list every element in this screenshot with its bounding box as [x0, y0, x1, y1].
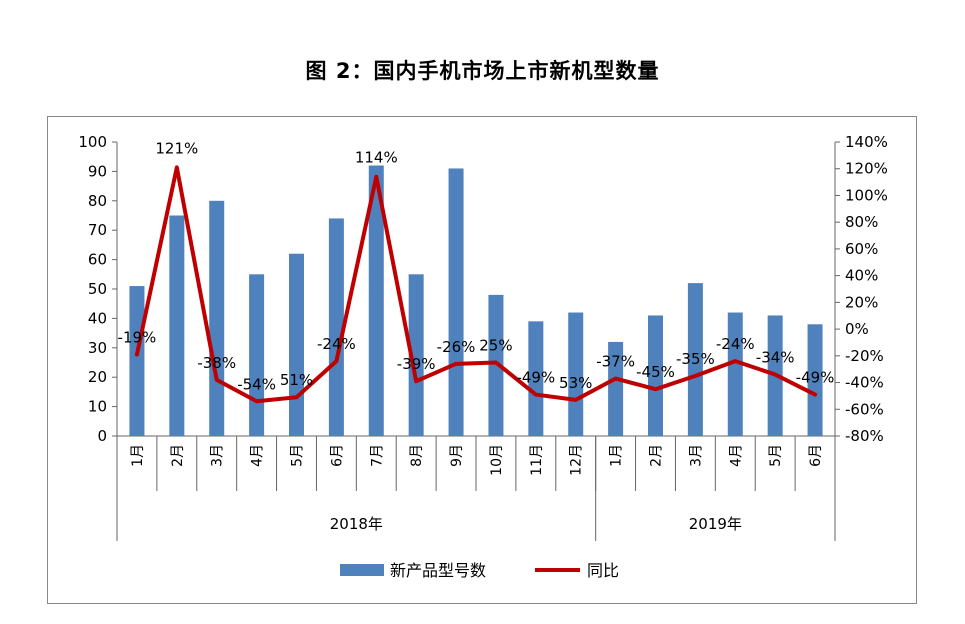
yoy-data-label: 51% — [280, 371, 313, 389]
yoy-data-label: 53% — [559, 374, 592, 392]
right-tick-label: 0% — [845, 320, 869, 338]
bar — [648, 315, 663, 436]
yoy-data-label: -26% — [437, 338, 476, 356]
left-tick-label: 70 — [88, 221, 107, 239]
month-label: 5月 — [290, 444, 306, 467]
yoy-data-label: -54% — [237, 375, 276, 393]
bar — [448, 168, 464, 436]
month-label: 10月 — [489, 444, 505, 476]
yoy-data-label: 25% — [479, 337, 512, 355]
month-label: 4月 — [728, 444, 744, 467]
bar — [488, 294, 504, 436]
month-label: 1月 — [130, 444, 146, 467]
yoy-data-label: -39% — [397, 355, 436, 373]
right-tick-label: 100% — [845, 186, 888, 204]
yoy-data-label: -38% — [197, 354, 236, 372]
yoy-data-label: -24% — [317, 335, 356, 353]
month-label: 8月 — [409, 444, 425, 467]
month-label: 6月 — [329, 444, 345, 467]
year-label: 2019年 — [689, 515, 742, 533]
bar — [209, 200, 225, 436]
bar — [687, 283, 703, 436]
left-tick-label: 60 — [88, 251, 107, 269]
month-label: 7月 — [369, 444, 385, 467]
bar — [568, 312, 584, 436]
bar — [169, 215, 185, 436]
left-tick-label: 40 — [88, 309, 107, 327]
month-label: 9月 — [449, 444, 465, 467]
month-label: 5月 — [768, 444, 784, 467]
yoy-data-label: 114% — [355, 149, 398, 167]
bar — [807, 324, 823, 436]
month-label: 3月 — [688, 444, 704, 467]
yoy-data-label: 121% — [155, 139, 198, 157]
left-tick-label: 20 — [88, 368, 107, 386]
month-label: 2月 — [170, 444, 186, 467]
yoy-data-label: -37% — [596, 353, 635, 371]
right-tick-label: 80% — [845, 213, 878, 231]
month-label: 3月 — [210, 444, 226, 467]
left-tick-label: 90 — [88, 162, 107, 180]
yoy-data-label: -49% — [796, 369, 835, 387]
right-tick-label: -20% — [845, 347, 884, 365]
bar — [608, 341, 624, 436]
right-tick-label: -40% — [845, 374, 884, 392]
yoy-data-label: -49% — [516, 369, 555, 387]
right-tick-label: 40% — [845, 267, 878, 285]
month-label: 4月 — [250, 444, 266, 467]
legend-bar-label: 新产品型号数 — [390, 561, 486, 580]
left-tick-label: 50 — [88, 280, 107, 298]
yoy-data-label: -35% — [676, 350, 715, 368]
chart-title: 图 2：国内手机市场上市新机型数量 — [305, 59, 660, 83]
legend-line-label: 同比 — [587, 561, 619, 580]
month-label: 11月 — [529, 444, 545, 476]
yoy-data-label: -19% — [118, 328, 157, 346]
month-label: 6月 — [808, 444, 824, 467]
bar — [249, 274, 265, 436]
right-tick-label: 140% — [845, 133, 888, 151]
bar — [408, 274, 424, 436]
right-tick-label: 120% — [845, 160, 888, 178]
yoy-data-label: -24% — [716, 335, 755, 353]
left-tick-label: 100 — [78, 133, 107, 151]
yoy-data-label: -45% — [636, 363, 675, 381]
right-tick-label: 20% — [845, 293, 878, 311]
bar — [727, 312, 743, 436]
bar — [328, 218, 344, 436]
left-tick-label: 30 — [88, 339, 107, 357]
left-tick-label: 10 — [88, 398, 107, 416]
month-label: 2月 — [649, 444, 665, 467]
yoy-line — [134, 165, 818, 404]
left-tick-label: 0 — [97, 427, 107, 445]
right-tick-label: -60% — [845, 400, 884, 418]
legend-bar-swatch — [340, 564, 384, 576]
chart-frame — [47, 116, 917, 604]
month-label: 12月 — [569, 444, 585, 476]
year-label: 2018年 — [330, 515, 383, 533]
bar — [528, 321, 544, 436]
right-tick-label: -80% — [845, 427, 884, 445]
left-tick-label: 80 — [88, 192, 107, 210]
bar — [289, 253, 304, 436]
bar — [368, 165, 384, 436]
month-label: 1月 — [609, 444, 625, 467]
right-tick-label: 60% — [845, 240, 878, 258]
bar — [129, 286, 145, 436]
yoy-data-label: -34% — [756, 349, 795, 367]
